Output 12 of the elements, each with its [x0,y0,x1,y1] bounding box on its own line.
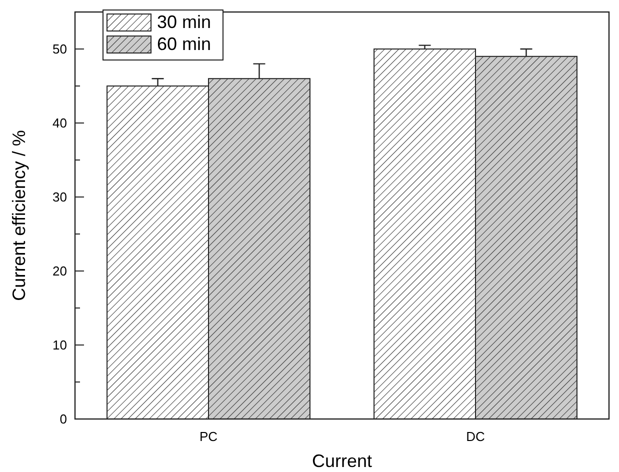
legend-label: 60 min [157,34,212,54]
y-axis-title: Current efficiency / % [9,130,29,301]
y-tick-label: 0 [60,412,67,427]
legend-label: 30 min [157,12,212,32]
y-tick-label: 20 [52,264,67,279]
x-tick-label: PC [199,429,218,444]
x-axis-title: Current [312,451,372,471]
y-tick-label: 30 [52,190,67,205]
y-tick-label: 10 [52,338,67,353]
y-tick-label: 40 [52,116,67,131]
y-tick-label: 50 [52,42,67,57]
x-tick-label: DC [466,429,485,444]
